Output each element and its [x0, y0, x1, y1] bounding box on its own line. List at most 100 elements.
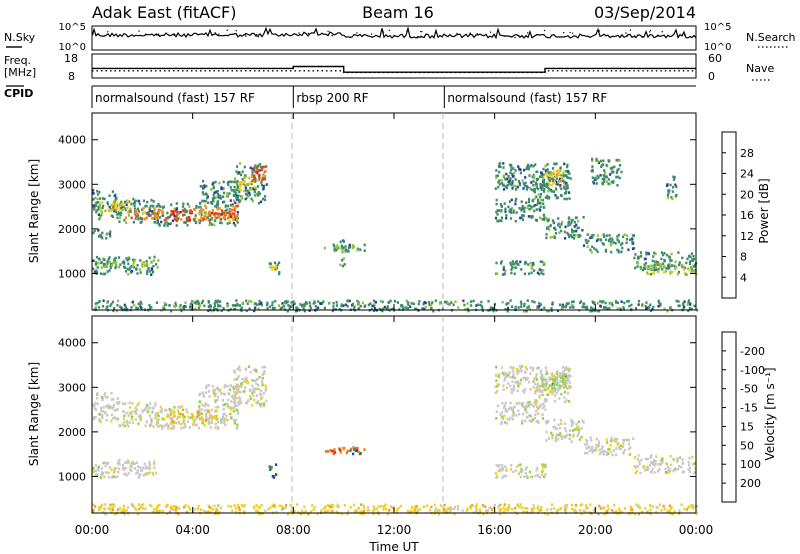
heatmap-cell — [500, 182, 504, 185]
heatmap-cell — [595, 157, 598, 161]
heatmap-cell — [197, 410, 200, 414]
heatmap-cell — [553, 221, 556, 224]
heatmap-cell — [566, 378, 569, 382]
heatmap-cell — [100, 467, 103, 470]
heatmap-cell — [500, 411, 503, 414]
heatmap-cell — [556, 370, 559, 373]
velocity-ylabel: Slant Range [km] — [27, 362, 41, 466]
heatmap-cell — [237, 390, 240, 394]
heatmap-cell — [512, 389, 515, 392]
heatmap-cell — [558, 177, 561, 181]
heatmap-cell — [634, 266, 637, 270]
heatmap-cell — [642, 465, 645, 468]
heatmap-cell — [503, 273, 506, 276]
heatmap-cell — [589, 248, 592, 252]
heatmap-cell — [631, 237, 634, 241]
heatmap-cell — [501, 466, 504, 470]
heatmap-cell — [116, 216, 119, 220]
heatmap-cell — [201, 185, 204, 188]
heatmap-cell — [557, 170, 560, 173]
heatmap-cell — [497, 505, 500, 509]
heatmap-cell — [525, 368, 528, 371]
heatmap-cell — [240, 306, 243, 310]
heatmap-cell — [195, 206, 198, 209]
heatmap-cell — [509, 299, 512, 302]
heatmap-cell — [154, 404, 157, 407]
heatmap-cell — [158, 224, 161, 227]
heatmap-cell — [158, 211, 161, 214]
heatmap-cell — [235, 188, 238, 192]
heatmap-cell — [199, 392, 202, 396]
heatmap-cell — [216, 395, 220, 399]
heatmap-cell — [173, 406, 176, 409]
heatmap-cell — [514, 266, 517, 269]
heatmap-cell — [255, 504, 258, 507]
heatmap-cell — [103, 475, 106, 479]
heatmap-cell — [214, 211, 217, 215]
heatmap-cell — [509, 376, 512, 379]
heatmap-cell — [96, 208, 99, 212]
heatmap-cell — [252, 388, 256, 392]
heatmap-cell — [457, 306, 460, 309]
heatmap-cell — [193, 419, 197, 422]
heatmap-cell — [522, 389, 525, 392]
heatmap-cell — [154, 511, 157, 514]
heatmap-cell — [682, 303, 685, 306]
heatmap-cell — [280, 505, 283, 508]
heatmap-cell — [591, 169, 594, 173]
heatmap-cell — [141, 217, 144, 221]
heatmap-cell — [117, 402, 120, 406]
heatmap-cell — [231, 203, 234, 206]
heatmap-cell — [501, 415, 504, 419]
heatmap-cell — [243, 389, 247, 393]
heatmap-cell — [126, 200, 130, 203]
heatmap-cell — [126, 205, 129, 209]
heatmap-cell — [538, 304, 541, 308]
heatmap-cell — [215, 405, 218, 409]
noise-search-dot — [157, 33, 160, 35]
heatmap-cell — [590, 250, 593, 254]
heatmap-cell — [567, 370, 570, 373]
heatmap-cell — [170, 209, 173, 213]
heatmap-cell — [127, 262, 130, 266]
heatmap-cell — [194, 307, 197, 310]
heatmap-cell — [537, 366, 540, 370]
noise-search-dot — [406, 30, 408, 32]
heatmap-cell — [641, 510, 644, 514]
heatmap-cell — [235, 304, 238, 307]
heatmap-cell — [604, 171, 607, 175]
heatmap-cell — [207, 404, 210, 407]
heatmap-cell — [597, 512, 600, 516]
heatmap-cell — [587, 239, 590, 243]
heatmap-cell — [311, 504, 314, 507]
heatmap-cell — [655, 506, 658, 509]
noise-search-dot — [569, 31, 571, 34]
heatmap-cell — [538, 404, 542, 408]
heatmap-cell — [597, 444, 600, 448]
freq-tick-top: 18 — [64, 52, 78, 65]
heatmap-cell — [256, 170, 259, 173]
heatmap-cell — [251, 170, 254, 174]
heatmap-cell — [213, 394, 216, 398]
heatmap-cell — [657, 463, 660, 466]
heatmap-cell — [689, 302, 692, 306]
noise-search-dot — [420, 35, 422, 37]
heatmap-cell — [144, 507, 147, 511]
heatmap-cell — [241, 197, 244, 200]
heatmap-cell — [258, 302, 261, 306]
heatmap-cell — [549, 236, 552, 239]
heatmap-cell — [545, 174, 548, 177]
heatmap-cell — [260, 389, 263, 393]
heatmap-cell — [123, 303, 126, 307]
heatmap-cell — [504, 210, 507, 213]
heatmap-cell — [381, 307, 385, 311]
heatmap-cell — [585, 438, 588, 442]
heatmap-cell — [482, 512, 485, 516]
heatmap-cell — [106, 270, 109, 273]
heatmap-cell — [528, 187, 532, 190]
noise-search-dot — [683, 34, 686, 36]
heatmap-cell — [159, 405, 162, 409]
heatmap-cell — [237, 506, 241, 509]
heatmap-cell — [207, 383, 210, 387]
heatmap-cell — [510, 165, 513, 169]
